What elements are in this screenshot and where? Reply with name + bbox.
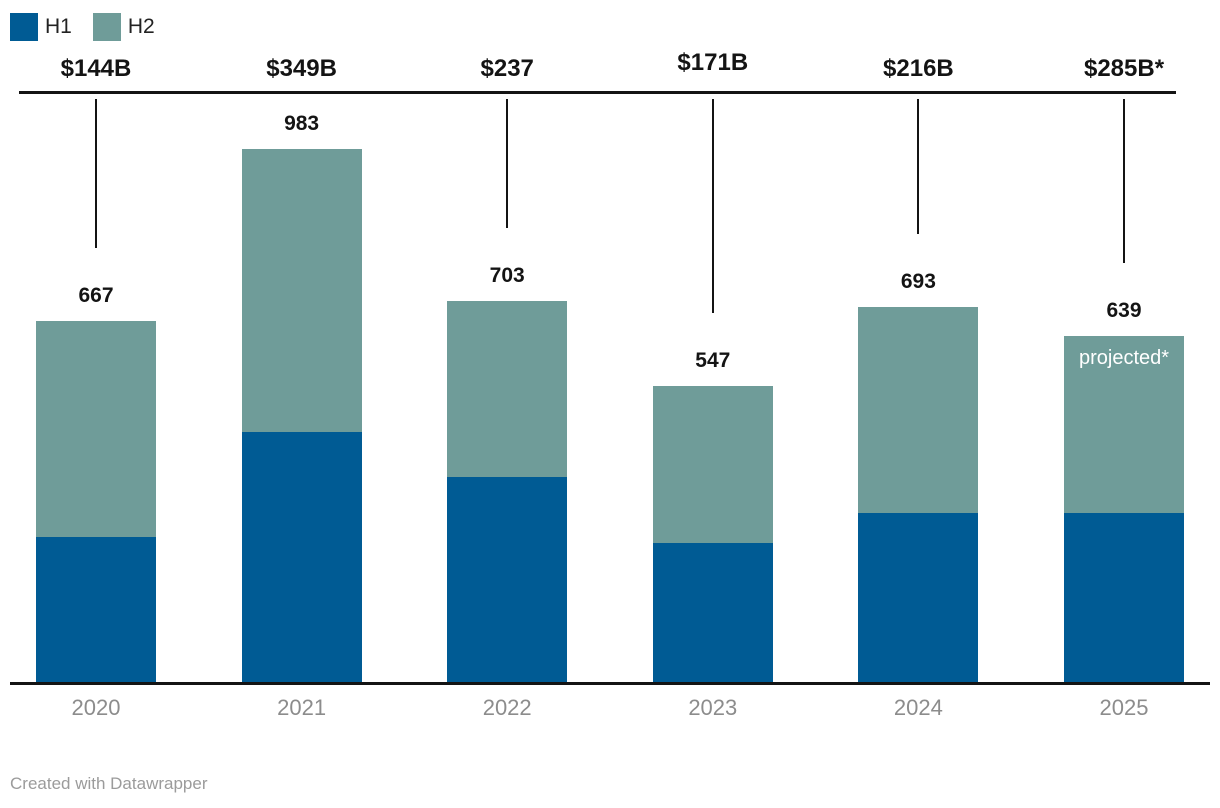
bar-total-label-2022: 703 xyxy=(489,264,525,288)
bar-segment-h1-2024[interactable] xyxy=(858,512,979,683)
annotation-rule xyxy=(19,91,1176,94)
bar-segment-h1-2021[interactable] xyxy=(241,432,362,683)
bar-segment-h2-2025[interactable] xyxy=(1064,335,1184,513)
bar-total-label-2025: 639 xyxy=(1106,298,1142,322)
x-axis-label-2025: 2025 xyxy=(1099,695,1149,720)
bar-note-2025: projected* xyxy=(1078,346,1170,369)
annotation-label-2022: $237 xyxy=(480,55,534,82)
annotation-connector-2023 xyxy=(711,99,714,313)
annotation-label-2024: $216B xyxy=(883,55,954,82)
annotation-connector-2022 xyxy=(506,99,509,229)
datawrapper-credit: Created with Datawrapper xyxy=(10,774,208,793)
legend-label: H2 xyxy=(127,15,155,38)
x-axis-label-2024: 2024 xyxy=(893,695,943,720)
x-axis-label-2020: 2020 xyxy=(71,695,121,720)
bar-total-label-2023: 547 xyxy=(695,348,731,372)
bar-total-label-2024: 693 xyxy=(900,269,936,293)
annotation-label-2021: $349B xyxy=(266,55,337,82)
bar-segment-h2-2022[interactable] xyxy=(447,301,568,478)
annotation-connector-2020 xyxy=(95,99,97,248)
bar-segment-h1-2020[interactable] xyxy=(36,536,156,683)
x-axis-label-2023: 2023 xyxy=(688,695,738,720)
bar-segment-h2-2023[interactable] xyxy=(652,385,773,543)
annotation-label-2023: $171B xyxy=(677,49,749,76)
annotation-label-2025: $285B* xyxy=(1083,55,1165,82)
bar-total-label-2020: 667 xyxy=(78,283,114,307)
bar-segment-h1-2022[interactable] xyxy=(447,477,568,683)
legend-swatch-h1 xyxy=(10,13,38,41)
legend-label: H1 xyxy=(45,15,72,38)
chart-legend: H1 H2 xyxy=(10,13,176,41)
x-axis-line xyxy=(10,682,1210,685)
bar-segment-h1-2025[interactable] xyxy=(1064,512,1184,683)
bar-total-label-2021: 983 xyxy=(284,112,320,135)
bar-segment-h2-2020[interactable] xyxy=(36,320,156,537)
bar-segment-h1-2023[interactable] xyxy=(652,542,773,683)
annotation-label-2020: $144B xyxy=(60,55,132,82)
x-axis-label-2021: 2021 xyxy=(277,695,327,720)
bar-segment-h2-2021[interactable] xyxy=(241,149,362,433)
x-axis-label-2022: 2022 xyxy=(482,695,532,720)
legend-item-h2: H2 xyxy=(92,13,155,41)
bar-segment-h2-2024[interactable] xyxy=(858,306,979,513)
legend-swatch-h2 xyxy=(92,13,121,41)
annotation-connector-2025 xyxy=(1123,99,1125,263)
annotation-connector-2024 xyxy=(917,99,920,234)
legend-item-h1: H1 xyxy=(10,13,72,41)
